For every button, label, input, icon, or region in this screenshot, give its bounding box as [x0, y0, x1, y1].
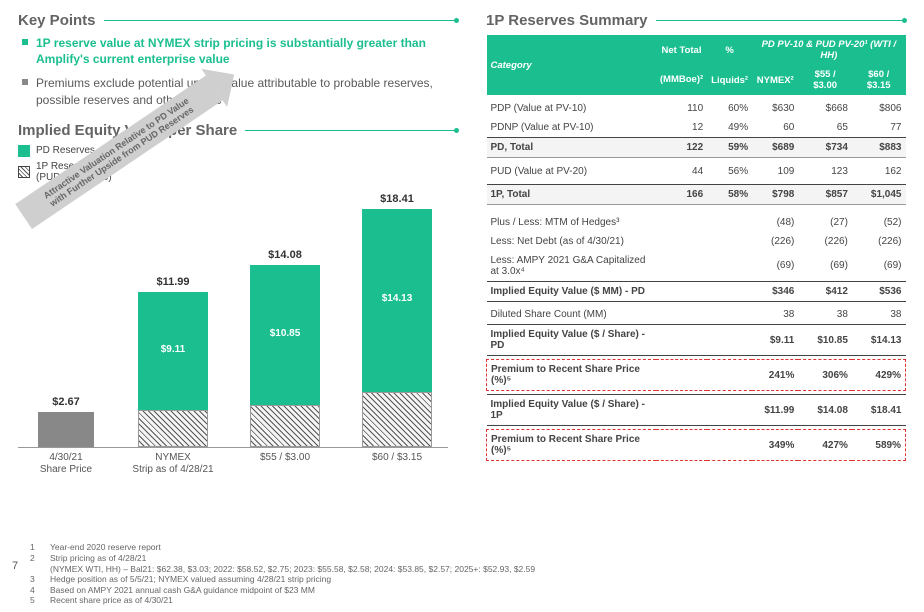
table-row: Less: Net Debt (as of 4/30/21)(226)(226)…: [487, 232, 906, 251]
bar-group: $14.13$18.41: [362, 209, 432, 446]
table-row: Plus / Less: MTM of Hedges³(48)(27)(52): [487, 213, 906, 232]
th-pv-span: PD PV-10 & PUD PV-20¹ (WTI / HH): [752, 35, 905, 65]
th-pct2: Liquids²: [707, 65, 752, 95]
table-row: PD, Total12259%$689$734$883: [487, 138, 906, 158]
reserves-title: 1P Reserves Summary: [486, 12, 906, 29]
bar-group: $10.85$14.08: [250, 265, 320, 447]
th-category: Category: [487, 35, 656, 95]
table-row: PUD (Value at PV-20)4456%109123162: [487, 162, 906, 181]
footnote: 1Year-end 2020 reserve report: [30, 542, 906, 553]
reserves-table: Category Net Total % PD PV-10 & PUD PV-2…: [486, 35, 906, 461]
th-c3: $60 / $3.15: [852, 65, 906, 95]
th-pct: %: [707, 35, 752, 65]
bar-group: $9.11$11.99: [138, 292, 208, 447]
right-column: 1P Reserves Summary Category Net Total %…: [486, 12, 906, 489]
key-points-title: Key Points: [18, 12, 458, 29]
chart-xaxis: 4/30/21 Share Price NYMEX Strip as of 4/2…: [18, 447, 448, 489]
table-row: Premium to Recent Share Price (%)⁵349%42…: [487, 430, 906, 461]
left-column: Key Points 1P reserve value at NYMEX str…: [18, 12, 458, 489]
th-net2: (MMBoe)²: [656, 65, 707, 95]
xaxis-label: 4/30/21 Share Price: [21, 452, 111, 476]
bullet-1: 1P reserve value at NYMEX strip pricing …: [22, 35, 458, 67]
header-rule: [656, 20, 907, 21]
header-rule: [245, 130, 458, 131]
header-rule: [104, 20, 458, 21]
legend-pd: PD Reserves: [36, 145, 95, 156]
table-row: Implied Equity Value ($ / Share) - 1P$11…: [487, 395, 906, 426]
reserves-title-text: 1P Reserves Summary: [486, 12, 648, 29]
table-row: Premium to Recent Share Price (%)⁵241%30…: [487, 360, 906, 391]
bar-group: $2.67: [38, 412, 94, 446]
bullet-2-text: Premiums exclude potential upside value …: [36, 75, 458, 107]
table-body: PDP (Value at PV-10)11060%$630$668$806PD…: [487, 95, 906, 461]
th-c2: $55 / $3.00: [798, 65, 852, 95]
chart-title: Implied Equity Value per Share: [18, 122, 458, 139]
xaxis-label: $55 / $3.00: [240, 452, 330, 464]
bullet-1-text: 1P reserve value at NYMEX strip pricing …: [36, 35, 458, 67]
table-row: Diluted Share Count (MM)383838: [487, 305, 906, 325]
key-points-title-text: Key Points: [18, 12, 96, 29]
table-row: PDNP (Value at PV-10)1249%606577: [487, 118, 906, 138]
equity-chart: Attractive Valuation Relative to PD Valu…: [18, 189, 448, 489]
footnotes: 7 1Year-end 2020 reserve report2Strip pr…: [30, 542, 906, 606]
footnote: 4Based on AMPY 2021 annual cash G&A guid…: [30, 585, 906, 596]
table-row: Implied Equity Value ($ MM) - PD$346$412…: [487, 281, 906, 301]
footnote: 2Strip pricing as of 4/28/21 (NYMEX WTI,…: [30, 553, 906, 574]
legend-swatch-1p: [18, 166, 30, 178]
footnote: 5Recent share price as of 4/30/21: [30, 595, 906, 606]
xaxis-label: $60 / $3.15: [352, 452, 442, 464]
xaxis-label: NYMEX Strip as of 4/28/21: [128, 452, 218, 476]
page-number: 7: [12, 560, 18, 574]
th-c1: NYMEX²: [752, 65, 798, 95]
footnote-list: 1Year-end 2020 reserve report2Strip pric…: [30, 542, 906, 606]
table-row: Implied Equity Value ($ / Share) - PD$9.…: [487, 325, 906, 356]
footnote: 3Hedge position as of 5/5/21; NYMEX valu…: [30, 574, 906, 585]
legend-swatch-pd: [18, 145, 30, 157]
table-head: Category Net Total % PD PV-10 & PUD PV-2…: [487, 35, 906, 95]
chart-plot-area: $2.67 $9.11$11.99 $10.85$14.08 $14.13$18.41: [18, 189, 448, 447]
table-row: PDP (Value at PV-10)11060%$630$668$806: [487, 99, 906, 118]
th-net: Net Total: [656, 35, 707, 65]
table-row: 1P, Total16658%$798$857$1,045: [487, 185, 906, 205]
table-row: Less: AMPY 2021 G&A Capitalized at 3.0x⁴…: [487, 251, 906, 282]
